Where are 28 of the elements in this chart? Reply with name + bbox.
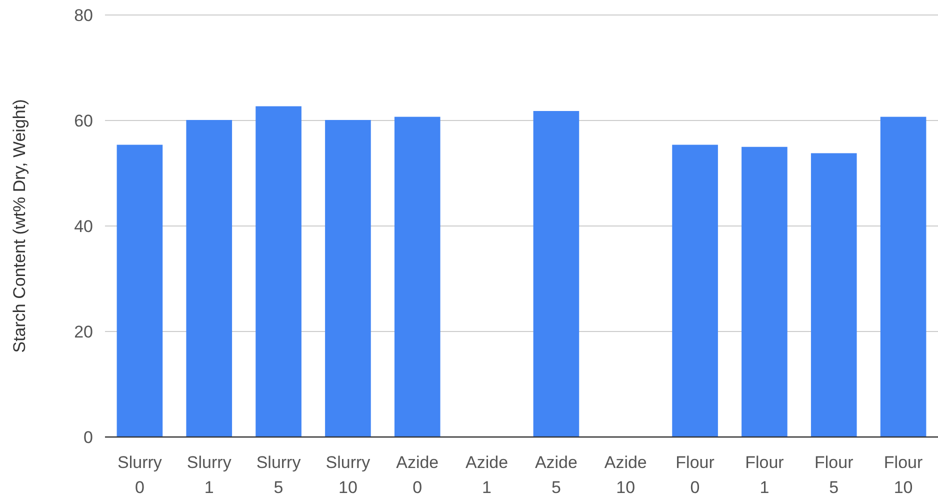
y-tick-label: 20 — [74, 322, 93, 342]
bar — [394, 116, 440, 437]
y-tick-label: 40 — [74, 216, 93, 236]
x-tick-label: Slurry 0 — [118, 453, 162, 497]
x-tick-label: Flour 1 — [745, 453, 784, 497]
bar — [880, 116, 926, 437]
x-tick-label: Slurry 5 — [256, 453, 302, 497]
y-tick-label: 80 — [74, 6, 93, 25]
x-tick-label: Flour 0 — [676, 453, 715, 497]
y-tick-label: 0 — [84, 428, 93, 447]
bar — [810, 153, 857, 437]
bar — [186, 120, 232, 437]
x-tick-label: Slurry 1 — [186, 453, 232, 497]
x-tick-label: Azide 10 — [604, 453, 647, 497]
x-tick-label: Flour 10 — [884, 453, 923, 497]
bar — [256, 106, 302, 437]
y-tick-label: 60 — [74, 111, 93, 130]
x-tick-label: Azide 0 — [396, 453, 439, 497]
x-tick-label: Azide 1 — [466, 453, 508, 497]
x-tick-label: Flour 5 — [814, 453, 854, 497]
bar — [116, 144, 163, 437]
bar — [325, 120, 371, 437]
y-axis-title: Starch Content (wt% Dry, Weight) — [10, 99, 29, 353]
x-tick-label: Slurry 10 — [326, 453, 371, 497]
x-tick-label: Azide 5 — [534, 453, 578, 497]
bar — [742, 146, 788, 437]
bar — [672, 144, 718, 437]
bar — [533, 111, 580, 437]
